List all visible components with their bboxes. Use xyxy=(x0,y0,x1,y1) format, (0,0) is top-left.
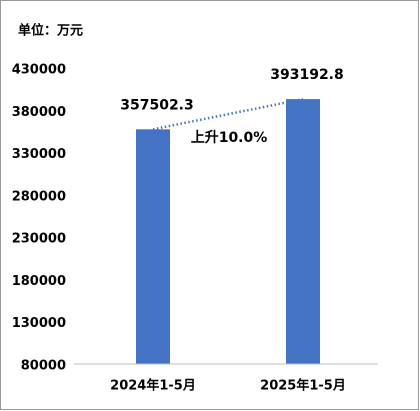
value-label: 357502.3 xyxy=(120,97,194,113)
y-tick-label: 330000 xyxy=(12,147,66,162)
y-tick-label: 80000 xyxy=(21,359,66,374)
y-tick-label: 380000 xyxy=(12,105,66,120)
x-tick-label: 2024年1-5月 xyxy=(110,378,196,394)
y-tick-label: 230000 xyxy=(12,232,66,247)
value-label: 393192.8 xyxy=(270,67,344,83)
unit-label: 单位：万元 xyxy=(18,23,83,39)
bar xyxy=(136,129,170,364)
annotation: 上升10.0% xyxy=(191,129,268,146)
y-tick-label: 130000 xyxy=(12,316,66,331)
x-tick-label: 2025年1-5月 xyxy=(260,378,346,394)
y-tick-label: 280000 xyxy=(12,189,66,204)
bar xyxy=(286,99,320,365)
y-tick-label: 430000 xyxy=(12,63,66,78)
y-tick-label: 180000 xyxy=(12,274,66,289)
trend-line xyxy=(152,97,304,131)
